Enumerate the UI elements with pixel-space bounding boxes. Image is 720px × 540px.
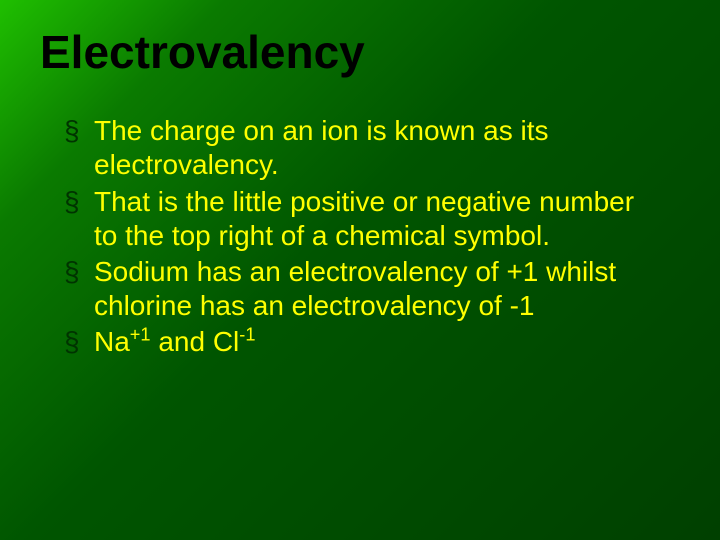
slide-container: Electrovalency The charge on an ion is k… [0,0,720,540]
formula-na-sup: +1 [130,325,151,345]
bullet-item-formula: Na+1 and Cl-1 [64,325,660,359]
slide-title: Electrovalency [40,28,680,76]
bullet-item: Sodium has an electrovalency of +1 whils… [64,255,660,323]
bullet-item: That is the little positive or negative … [64,185,660,253]
formula-cl-sup: -1 [239,325,255,345]
formula-and-cl: and Cl [151,326,240,357]
bullet-list: The charge on an ion is known as its ele… [40,114,680,359]
formula-na: Na [94,326,130,357]
bullet-item: The charge on an ion is known as its ele… [64,114,660,182]
